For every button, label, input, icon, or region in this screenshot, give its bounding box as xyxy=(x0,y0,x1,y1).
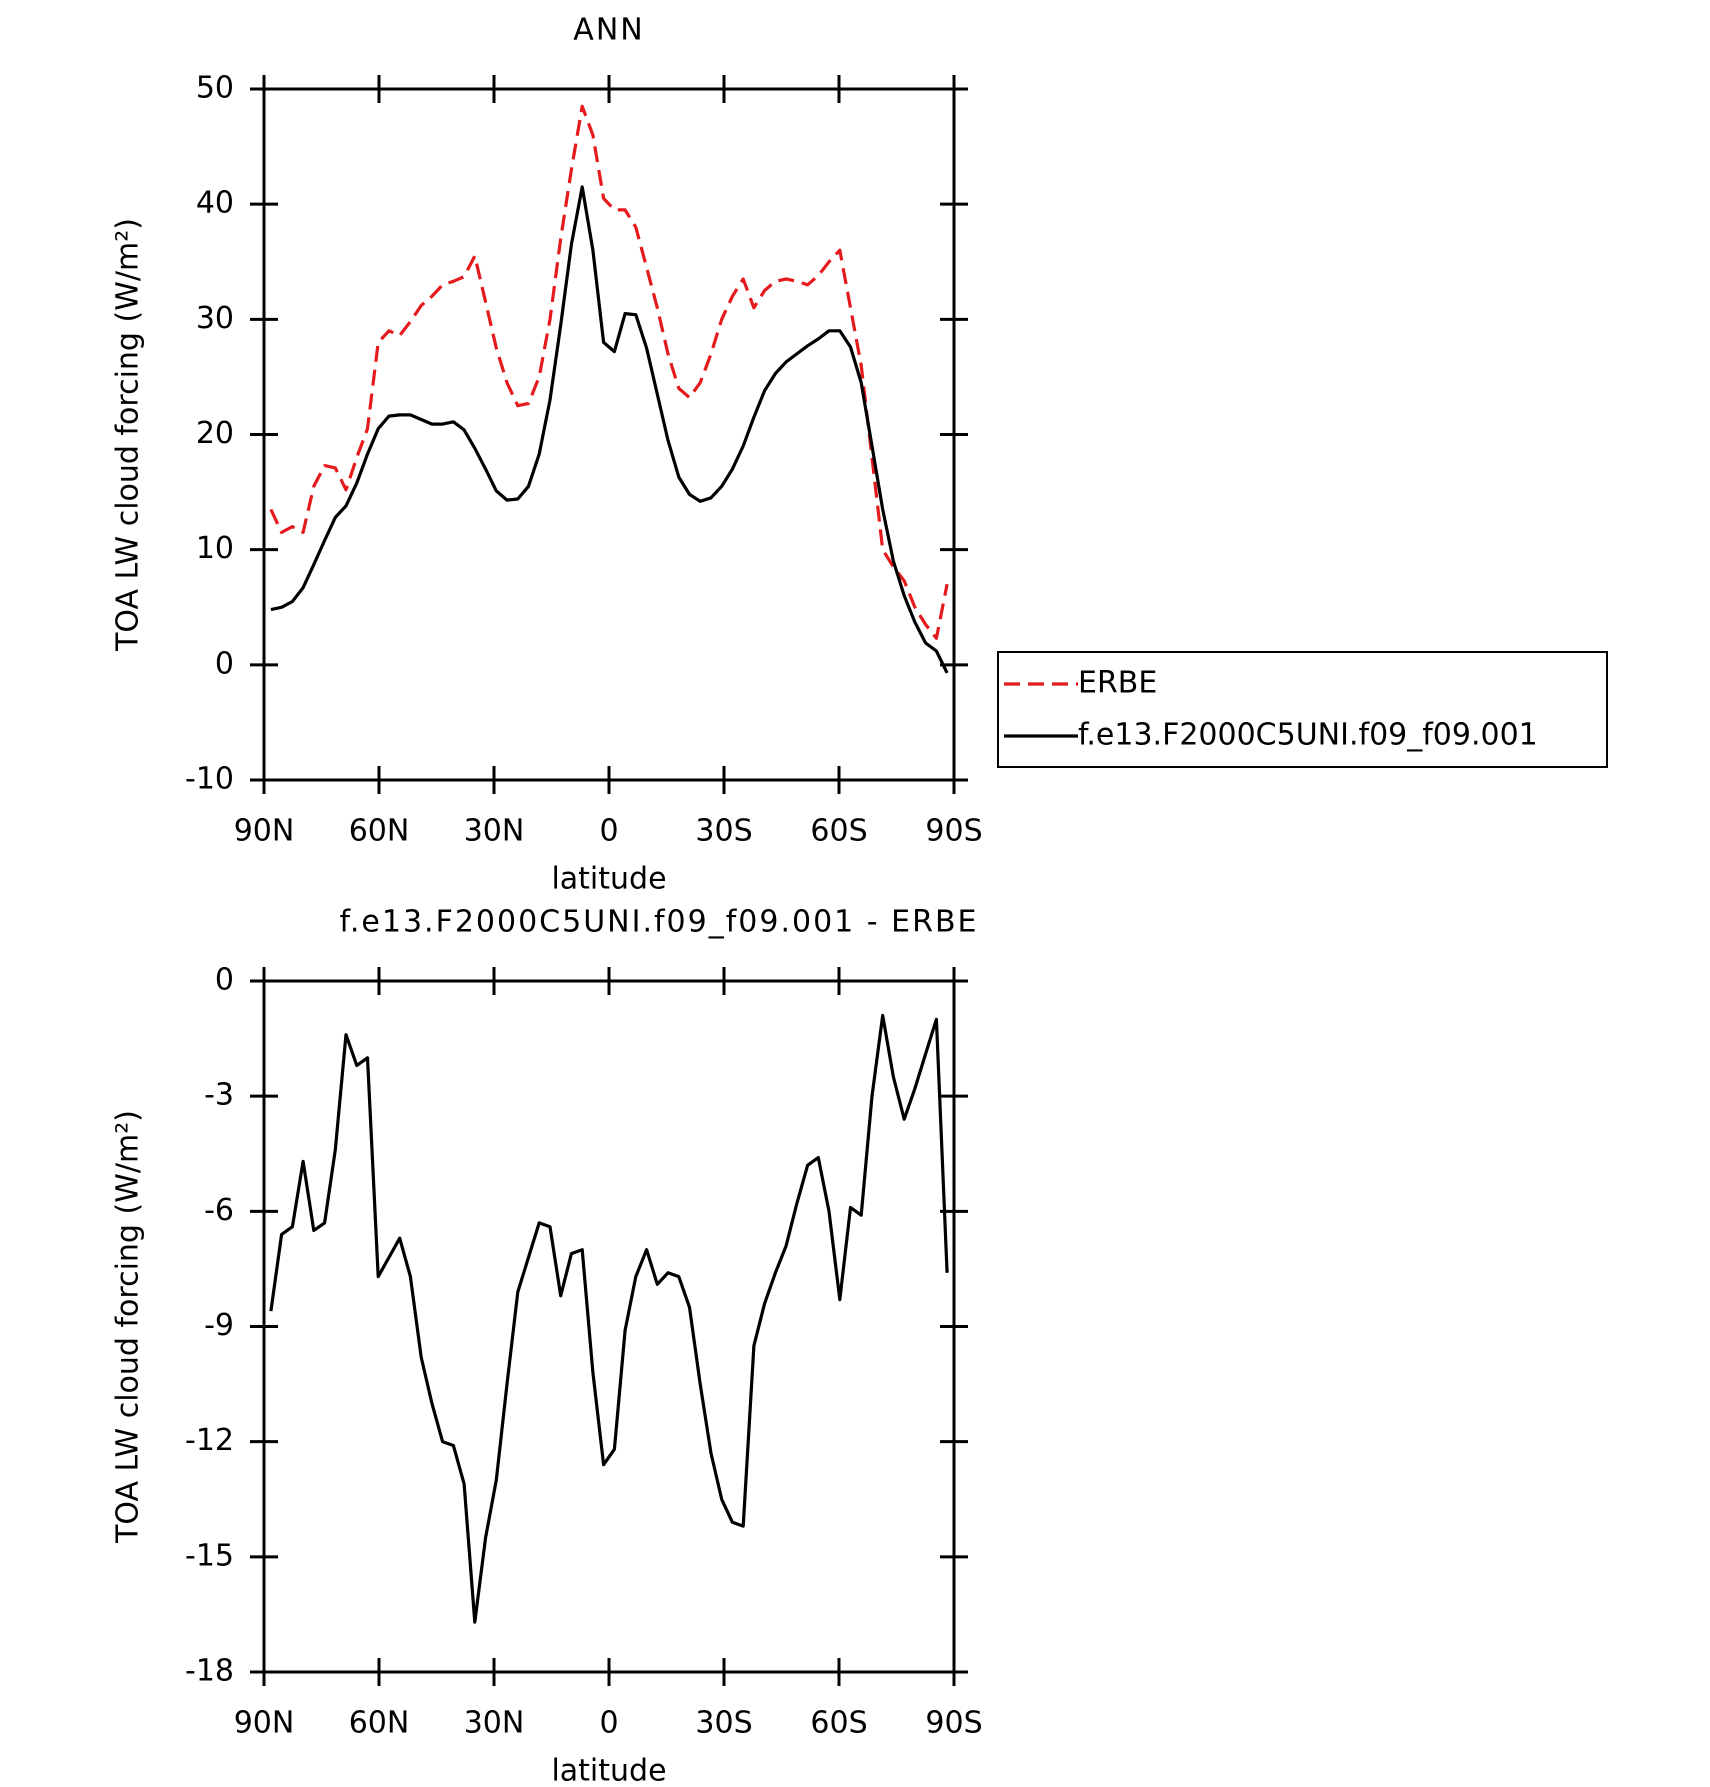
x-tick-label: 90N xyxy=(234,1706,295,1741)
y-tick-label: -9 xyxy=(204,1308,234,1343)
x-tick-label: 30N xyxy=(464,814,525,849)
y-tick-label: -15 xyxy=(185,1538,234,1573)
plot-frame xyxy=(262,87,956,782)
y-axis-label: TOA LW cloud forcing (W/m²) xyxy=(111,218,146,652)
chart-title: f.e13.F2000C5UNI.f09_f09.001 - ERBE xyxy=(339,905,978,940)
y-tick-label: -6 xyxy=(204,1193,234,1228)
y-tick-label: -12 xyxy=(185,1423,234,1458)
y-tick-label: 20 xyxy=(196,416,234,451)
y-tick-label: 10 xyxy=(196,531,234,566)
x-tick-label: 30N xyxy=(464,1706,525,1741)
data-line xyxy=(270,185,949,674)
x-tick-label: 30S xyxy=(695,1706,752,1741)
x-tick-label: 90S xyxy=(925,814,982,849)
legend-box xyxy=(997,651,1608,768)
y-tick-label: 30 xyxy=(196,301,234,336)
chart-title: ANN xyxy=(573,13,644,48)
y-tick-label: 50 xyxy=(196,71,234,106)
x-tick-label: 60S xyxy=(810,1706,867,1741)
y-tick-label: -3 xyxy=(204,1078,234,1113)
x-tick-label: 90N xyxy=(234,814,295,849)
y-tick-label: -10 xyxy=(185,762,234,797)
legend-label: f.e13.F2000C5UNI.f09_f09.001 xyxy=(1078,718,1538,753)
y-axis-label: TOA LW cloud forcing (W/m²) xyxy=(111,1110,146,1544)
x-tick-label: 30S xyxy=(695,814,752,849)
x-tick-label: 60S xyxy=(810,814,867,849)
y-tick-label: 40 xyxy=(196,186,234,221)
x-tick-label: 0 xyxy=(599,1706,618,1741)
data-line xyxy=(269,104,949,640)
y-tick-label: 0 xyxy=(215,646,234,681)
x-tick-label: 90S xyxy=(925,1706,982,1741)
x-tick-label: 60N xyxy=(349,1706,410,1741)
x-tick-label: 0 xyxy=(599,814,618,849)
x-axis-label: latitude xyxy=(551,1754,666,1784)
x-axis-label: latitude xyxy=(551,862,666,897)
y-tick-label: -18 xyxy=(185,1654,234,1689)
legend-label: ERBE xyxy=(1078,666,1157,701)
data-line xyxy=(269,1013,949,1624)
x-tick-label: 60N xyxy=(349,814,410,849)
y-tick-label: 0 xyxy=(215,963,234,998)
